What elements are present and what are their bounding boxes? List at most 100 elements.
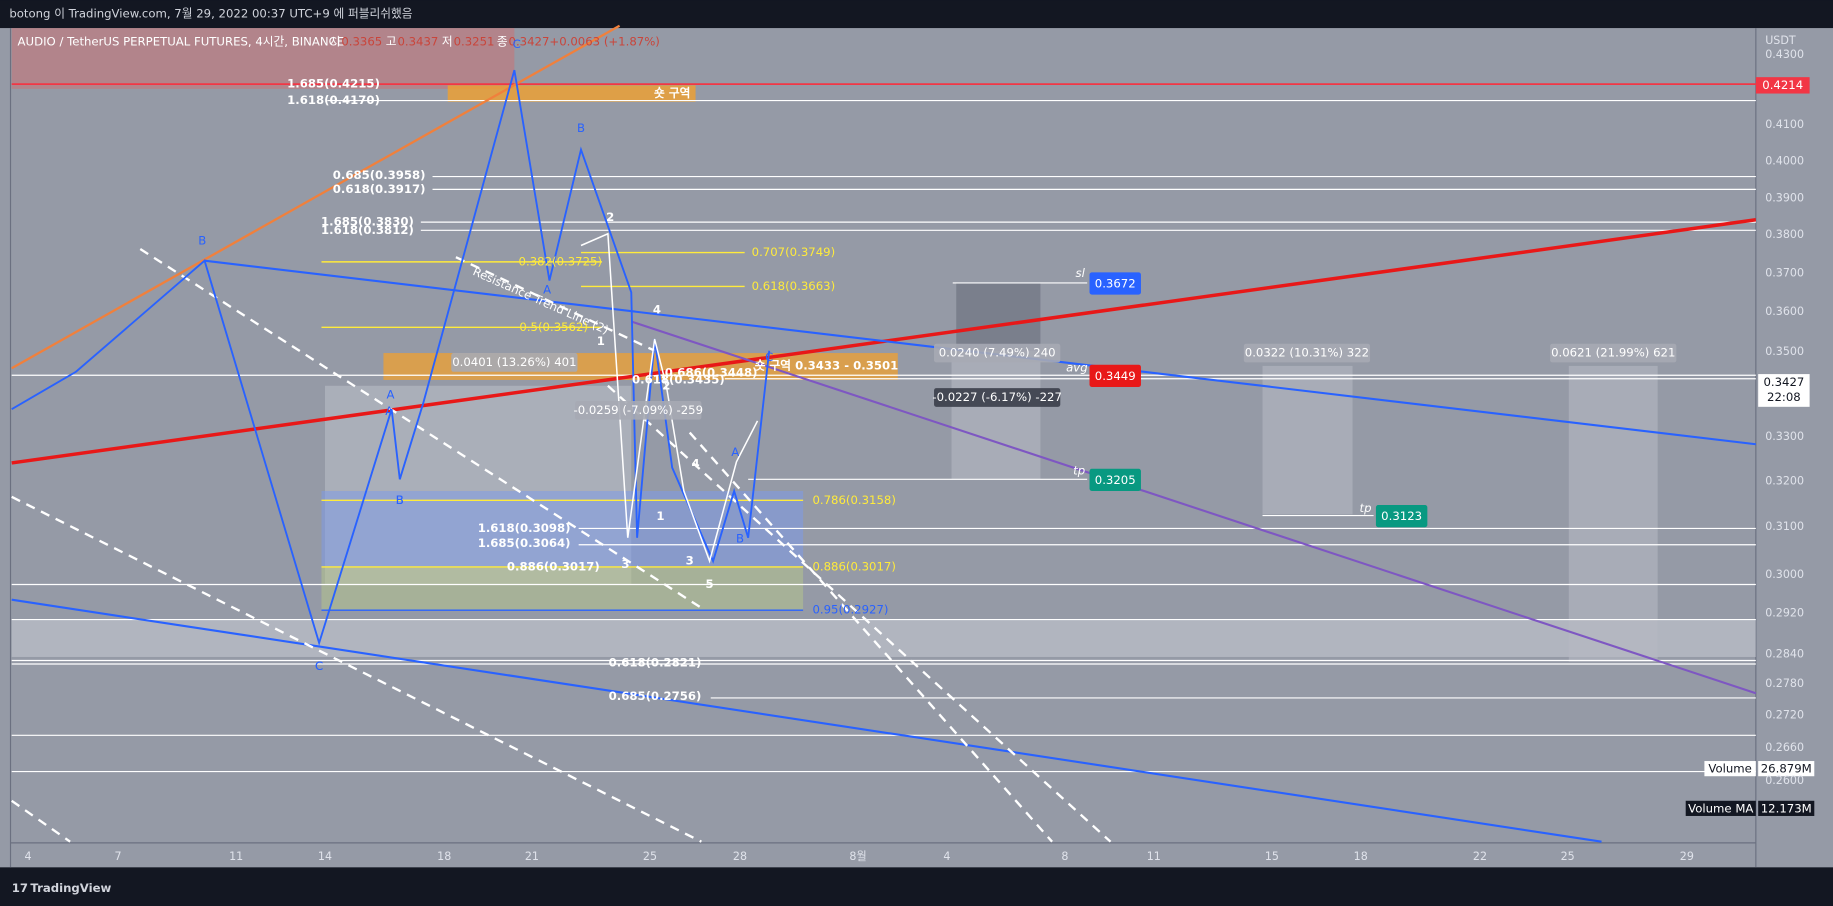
measure-label: 0.0322 (10.31%) 322	[1245, 346, 1369, 360]
time-label: 29	[1680, 850, 1694, 863]
wave-label: 2	[662, 378, 670, 392]
profit-box	[1568, 365, 1658, 662]
volume-ma-value: 12.173M	[1761, 801, 1812, 815]
price-tag-text: 0.4214	[1762, 78, 1803, 92]
fib-label: 0.618(0.3917)	[333, 182, 426, 196]
wave-label: B	[577, 121, 585, 135]
wave-label: B	[736, 531, 744, 545]
red-zone	[11, 28, 515, 89]
time-label: 18	[437, 850, 451, 863]
price-label: 0.3100	[1765, 520, 1804, 533]
measure-label: -0.0259 (-7.09%) -259	[574, 403, 704, 417]
time-label: 8월	[849, 850, 866, 863]
time-label: 11	[229, 850, 243, 863]
wave-label: A	[385, 404, 393, 418]
fib-label: 0.618(0.3663)	[752, 279, 835, 293]
fib-label: 1.618(0.4170)	[287, 93, 380, 107]
fib-label: 1.618(0.3098)	[478, 521, 571, 535]
wave-label: A	[731, 445, 739, 459]
fib-label: 1.685(0.3064)	[478, 536, 571, 550]
price-label: 0.3300	[1765, 430, 1804, 443]
measure-box	[934, 343, 1061, 363]
fib-label: 0.685(0.3958)	[333, 168, 426, 182]
wave-label: 1	[597, 334, 605, 348]
dashed-lines	[11, 248, 1112, 843]
avg-tag	[1089, 364, 1141, 387]
ohlc-value: 0.3251	[454, 35, 495, 49]
price-label: 0.2600	[1765, 774, 1804, 787]
volume-value-box	[1758, 761, 1815, 777]
profit-box	[951, 350, 1041, 480]
loss-box	[956, 282, 1041, 351]
wave-label: 4	[653, 302, 661, 316]
wave-label: A	[543, 282, 551, 296]
ohlc-value: 0.3437	[397, 35, 438, 49]
price-label: 0.2920	[1765, 607, 1804, 620]
price-label: 0.2720	[1765, 708, 1804, 721]
price-label: 0.3900	[1765, 192, 1804, 205]
measure-label: -0.0227 (-6.17%) -227	[932, 390, 1062, 404]
fib-label: 1.618(0.3812)	[321, 223, 414, 237]
measure-box	[1550, 343, 1677, 363]
time-label: 25	[1561, 850, 1575, 863]
price-label: 0.3500	[1765, 345, 1804, 358]
wave-label: 2	[606, 210, 614, 224]
wave-label: C	[765, 350, 773, 364]
green-zone	[321, 566, 804, 611]
purple-trendline	[630, 320, 1757, 695]
time-label: 11	[1147, 850, 1161, 863]
price-label: 0.3000	[1765, 568, 1804, 581]
time-label: 14	[318, 850, 332, 863]
fib-label: 0.618(0.2821)	[609, 655, 702, 669]
price-label: 0.4000	[1765, 154, 1804, 167]
blue-trendline	[11, 598, 1602, 843]
wave-label: A	[386, 388, 394, 402]
fib-label: 0.382(0.3725)	[519, 254, 602, 268]
price-label: 0.4100	[1765, 118, 1804, 131]
volume-ma-label: Volume MA	[1688, 801, 1753, 815]
volume-label-box	[1704, 761, 1756, 777]
ohlc-label: 시	[330, 35, 341, 49]
wave-label: C	[315, 659, 323, 673]
ohlc-label: 저	[442, 35, 453, 49]
time-label: 21	[525, 850, 539, 863]
chart-area	[0, 28, 1833, 868]
zone-label: 숏 구역	[654, 86, 690, 100]
wave-label: B	[396, 493, 404, 507]
measure-box	[575, 400, 702, 420]
fib-label: 0.686(0.3448)	[665, 365, 758, 379]
price-label: 0.4300	[1765, 48, 1804, 61]
fib-label: 0.886(0.3017)	[812, 559, 895, 573]
wave-label: 5	[706, 577, 714, 591]
wave-label: C	[315, 659, 323, 673]
measure-box	[934, 388, 1061, 407]
white-levels	[11, 99, 1756, 773]
avg-value: 0.3449	[1095, 369, 1136, 383]
price-label: 0.2660	[1765, 741, 1804, 754]
measure-label: 0.0401 (13.26%) 401	[452, 355, 576, 369]
white-wave	[580, 232, 759, 564]
fib-label: 0.707(0.3749)	[752, 245, 835, 259]
orange-trendline	[11, 24, 621, 370]
sl-value: 0.3672	[1095, 277, 1136, 291]
ohlc-label: 고	[386, 35, 397, 49]
time-label: 28	[733, 850, 747, 863]
wave-label: 3	[686, 554, 694, 568]
ohlc-change: +0.0063 (+1.87%)	[549, 35, 659, 49]
volume-ma-label-box	[1685, 800, 1756, 816]
sl-tag	[1089, 272, 1141, 295]
wave-path	[11, 69, 771, 647]
fib-label: 1.685(0.3830)	[321, 215, 414, 229]
tag-label: tp	[1073, 464, 1085, 478]
footer-logo: 𝟭𝟳	[12, 881, 28, 895]
ohlc-value: 0.3427	[509, 35, 550, 49]
top-bar	[0, 0, 1833, 29]
measure-box	[451, 353, 578, 372]
price-unit: USDT	[1765, 34, 1796, 47]
wave-label: 3	[621, 557, 629, 571]
price-label: 0.2780	[1765, 677, 1804, 690]
time-label: 4	[25, 850, 32, 863]
price-tag	[1755, 77, 1810, 94]
